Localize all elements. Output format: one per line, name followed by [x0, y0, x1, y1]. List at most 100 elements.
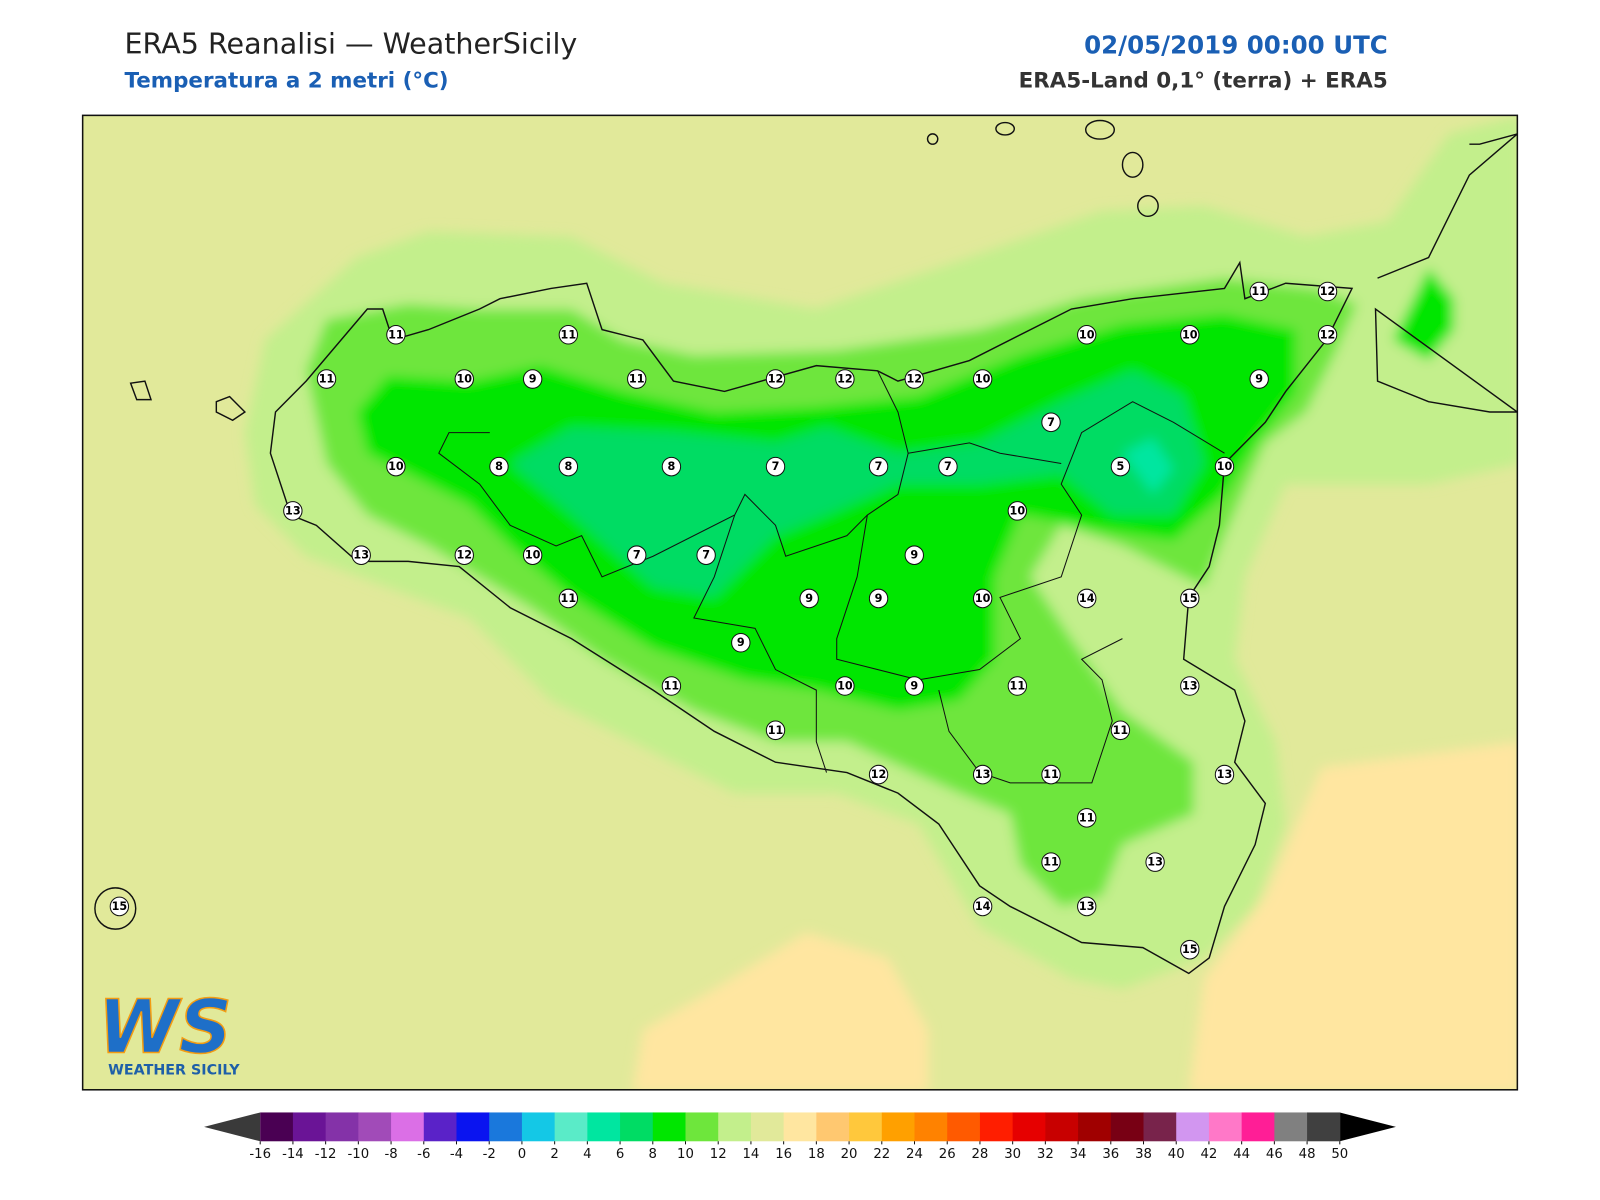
station-marker	[109, 896, 130, 917]
station: 11	[558, 588, 579, 609]
station-marker	[454, 545, 474, 565]
station: 11	[1041, 764, 1061, 785]
station-value: 9	[805, 592, 813, 605]
colorbar-box	[423, 1112, 458, 1142]
colorbar-tick-label: 22	[873, 1147, 890, 1162]
station-value: 11	[319, 373, 335, 386]
station: 11	[627, 369, 647, 389]
station-marker	[661, 456, 682, 477]
station-value: 11	[1043, 856, 1059, 869]
station-value: 9	[1255, 373, 1263, 386]
station-value: 13	[1079, 900, 1095, 913]
station: 7	[627, 545, 647, 565]
station-marker	[904, 369, 924, 389]
colorbar-box	[750, 1112, 785, 1142]
station-value: 10	[525, 549, 541, 562]
station: 15	[109, 896, 130, 917]
station: 13	[1145, 852, 1165, 872]
station: 12	[454, 545, 474, 565]
source: ERA5-Land 0,1° (terra) + ERA5	[1019, 68, 1388, 93]
station: 10	[1007, 501, 1028, 521]
island	[215, 395, 247, 422]
colorbar-tick-label: 38	[1135, 1147, 1152, 1162]
colorbar-tick-label: 42	[1200, 1147, 1217, 1162]
station: 7	[765, 456, 786, 477]
colorbar-tick-label: 18	[808, 1147, 825, 1162]
station-value: 8	[564, 460, 572, 473]
colorbar-box	[1045, 1112, 1079, 1142]
title: ERA5 Reanalisi — WeatherSicily	[124, 26, 577, 60]
colorbar-box	[554, 1112, 588, 1142]
colorbar-tick-label: 50	[1331, 1147, 1348, 1162]
station-marker	[1007, 676, 1028, 696]
colorbar-box	[1241, 1112, 1275, 1142]
station: 8	[489, 456, 509, 477]
station-value: 10	[456, 373, 472, 386]
colorbar-tick-label: 28	[971, 1147, 988, 1162]
station-value: 8	[495, 460, 503, 473]
station-marker	[799, 588, 819, 609]
colorbar-tick-label: 6	[616, 1147, 624, 1162]
station: 13	[283, 501, 303, 521]
colorbar-tick-label: 14	[742, 1147, 759, 1162]
station-value: 11	[629, 373, 645, 386]
colorbar-box	[1143, 1112, 1177, 1142]
colorbar-tick-label: -8	[384, 1147, 397, 1162]
station: 5	[1110, 456, 1131, 477]
station-marker	[627, 369, 647, 389]
station-marker	[904, 676, 924, 696]
station: 9	[1249, 369, 1269, 389]
colorbar-box	[914, 1112, 948, 1142]
station-value: 7	[875, 460, 883, 473]
station-value: 10	[1079, 328, 1095, 341]
station-value: 10	[1182, 328, 1198, 341]
station: 12	[1317, 324, 1338, 345]
colorbar: -16 -14 -12 -10 -8 -6 -4 -2 0 2 4 6 8 10 12 14 16 18 20 22 2…	[204, 1112, 1396, 1162]
colorbar-tick-label: -6	[417, 1147, 430, 1162]
station-value: 13	[975, 768, 991, 781]
colorbar-tick-label: 36	[1102, 1147, 1119, 1162]
colorbar-box	[1176, 1112, 1210, 1142]
station-marker	[1041, 852, 1061, 872]
station: 7	[696, 545, 716, 565]
station: 10	[522, 545, 543, 565]
station-marker	[1214, 764, 1235, 785]
station-marker	[1214, 456, 1235, 477]
station-value: 12	[871, 768, 887, 781]
station: 11	[1249, 281, 1269, 302]
station-marker	[522, 369, 543, 389]
station-marker	[1249, 281, 1269, 302]
station-value: 9	[737, 636, 745, 649]
station-value: 11	[1010, 679, 1026, 692]
station: 7	[1041, 412, 1061, 433]
station-marker	[765, 720, 786, 741]
colorbar-tick-label: 30	[1004, 1147, 1021, 1162]
station-value: 8	[668, 460, 676, 473]
colorbar-tick-label: 48	[1299, 1147, 1316, 1162]
colorbar-tick-label: 44	[1233, 1147, 1250, 1162]
station-value: 13	[285, 504, 301, 517]
station: 11	[1077, 808, 1097, 828]
station-marker	[765, 369, 786, 389]
station-marker	[1180, 588, 1200, 609]
station-value: 9	[529, 373, 537, 386]
station: 13	[1214, 764, 1235, 785]
island	[926, 133, 939, 145]
station-marker	[1249, 369, 1269, 389]
colorbar-box	[358, 1112, 392, 1142]
station: 9	[868, 588, 889, 609]
station-marker	[351, 545, 371, 565]
colorbar-tick-label: 24	[906, 1147, 923, 1162]
station-marker	[696, 545, 716, 565]
station-value: 10	[388, 460, 404, 473]
station: 10	[1180, 324, 1200, 345]
station-marker	[731, 632, 751, 653]
station: 11	[1041, 852, 1061, 872]
station-value: 11	[1251, 285, 1267, 298]
logo: WS WEATHER SICILY	[97, 984, 240, 1079]
station-value: 11	[768, 724, 784, 737]
station-value: 15	[1182, 592, 1198, 605]
colorbar-box	[391, 1112, 425, 1142]
station-marker	[1041, 764, 1061, 785]
